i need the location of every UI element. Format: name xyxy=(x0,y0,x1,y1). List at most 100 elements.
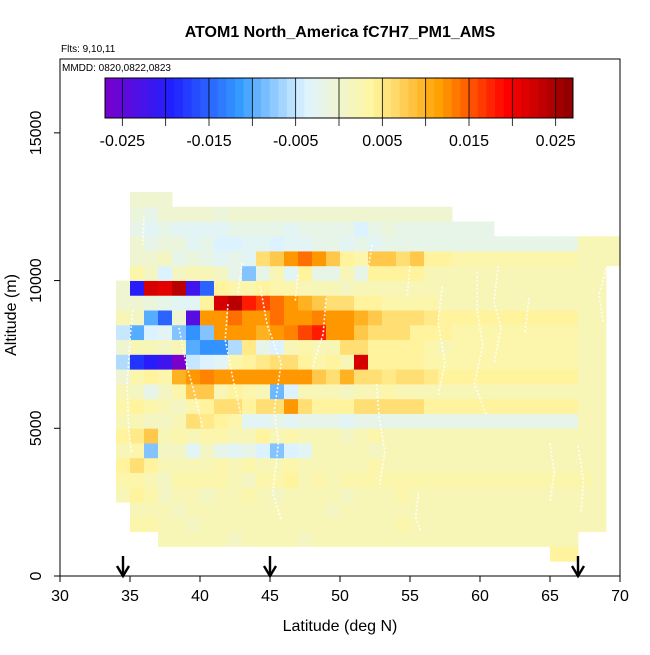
heatmap-cell xyxy=(480,354,495,370)
heatmap-cell xyxy=(298,413,313,429)
heatmap-cell xyxy=(550,324,565,341)
heatmap-cell xyxy=(242,221,257,237)
heatmap-cell xyxy=(522,251,537,267)
heatmap-cell xyxy=(410,443,425,459)
heatmap-cell xyxy=(396,383,411,400)
heatmap-cell xyxy=(284,324,299,341)
heatmap-cell xyxy=(396,443,411,459)
heatmap-cell xyxy=(410,324,425,341)
heatmap-cell xyxy=(438,531,453,547)
heatmap-cell xyxy=(242,280,257,296)
heatmap-cell xyxy=(326,265,341,281)
heatmap-cell xyxy=(452,398,467,414)
heatmap-cell xyxy=(578,443,593,459)
heatmap-cell xyxy=(564,457,579,473)
heatmap-cell xyxy=(578,251,593,267)
heatmap-cell xyxy=(480,369,495,385)
heatmap-cell xyxy=(116,369,131,385)
heatmap-cell xyxy=(186,443,201,459)
heatmap-cell xyxy=(256,369,271,385)
heatmap-cell xyxy=(466,339,481,355)
heatmap-cell xyxy=(158,487,173,503)
heatmap-cell xyxy=(228,457,243,473)
heatmap-cell xyxy=(550,516,565,533)
heatmap-cell xyxy=(578,295,593,311)
heatmap-cell xyxy=(466,251,481,267)
heatmap-cell xyxy=(578,236,593,252)
heatmap-cell xyxy=(326,472,341,488)
heatmap-cell xyxy=(256,324,271,341)
colorbar-segment xyxy=(113,78,123,118)
heatmap-cell xyxy=(536,398,551,414)
heatmap-cell xyxy=(410,339,425,355)
y-tick-label: 5000 xyxy=(28,410,45,446)
heatmap-cell xyxy=(564,339,579,355)
heatmap-cell xyxy=(354,354,369,370)
heatmap-cell xyxy=(494,339,509,355)
heatmap-cell xyxy=(368,369,383,385)
heatmap-cell xyxy=(410,472,425,488)
colorbar-segment xyxy=(443,78,453,118)
flight-track xyxy=(437,286,446,396)
heatmap-cell xyxy=(340,383,355,400)
heatmap-cell xyxy=(340,369,355,385)
heatmap-cell xyxy=(340,531,355,547)
heatmap-cell xyxy=(242,310,257,326)
heatmap-cell xyxy=(228,487,243,503)
heatmap-cell xyxy=(382,428,397,444)
heatmap-cell xyxy=(564,369,579,385)
colorbar-tick-label: -0.005 xyxy=(273,133,318,150)
heatmap-cell xyxy=(536,369,551,385)
colorbar-segment xyxy=(174,78,184,118)
heatmap-cell xyxy=(284,457,299,473)
heatmap-cell xyxy=(382,339,397,355)
heatmap-cell xyxy=(256,502,271,518)
heatmap-cell xyxy=(550,398,565,414)
heatmap-cell xyxy=(130,472,145,488)
heatmap-cell xyxy=(536,280,551,296)
heatmap-cell xyxy=(424,516,439,533)
heatmap-cell xyxy=(326,251,341,267)
heatmap-cell xyxy=(214,295,229,311)
heatmap-cell xyxy=(354,369,369,385)
colorbar-segment xyxy=(451,78,461,118)
heatmap-cell xyxy=(270,324,285,341)
heatmap-cell xyxy=(312,295,327,311)
heatmap-cell xyxy=(438,502,453,518)
colorbar-segment xyxy=(382,78,392,118)
heatmap-cell xyxy=(396,457,411,473)
heatmap-cell xyxy=(340,295,355,311)
heatmap-cell xyxy=(242,369,257,385)
colorbar: -0.025 -0.015 -0.005 0.005 0.015 0.025 xyxy=(100,77,576,150)
heatmap-cell xyxy=(312,324,327,341)
heatmap-cell xyxy=(368,443,383,459)
heatmap-cell xyxy=(522,236,537,252)
heatmap-cell xyxy=(158,457,173,473)
heatmap-cell xyxy=(130,339,145,355)
heatmap-cell xyxy=(550,251,565,267)
heatmap-cell xyxy=(410,236,425,252)
heatmap-cell xyxy=(382,221,397,237)
heatmap-cell xyxy=(130,398,145,414)
heatmap-cell xyxy=(298,354,313,370)
heatmap-cell xyxy=(522,339,537,355)
colorbar-segment xyxy=(425,78,435,118)
colorbar-segment xyxy=(295,78,305,118)
heatmap-cell xyxy=(312,383,327,400)
heatmap-cell xyxy=(452,221,467,237)
heatmap-cell xyxy=(494,502,509,518)
heatmap-cell xyxy=(214,472,229,488)
colorbar-segment xyxy=(330,78,340,118)
heatmap-cell xyxy=(550,443,565,459)
heatmap-cell xyxy=(284,398,299,414)
heatmap-cell xyxy=(480,265,495,281)
heatmap-cell xyxy=(410,428,425,444)
heatmap-cell xyxy=(130,428,145,444)
heatmap-cell xyxy=(186,324,201,341)
heatmap-cell xyxy=(396,428,411,444)
heatmap-cell xyxy=(564,516,579,533)
heatmap-cell xyxy=(354,339,369,355)
heatmap-cell xyxy=(186,502,201,518)
